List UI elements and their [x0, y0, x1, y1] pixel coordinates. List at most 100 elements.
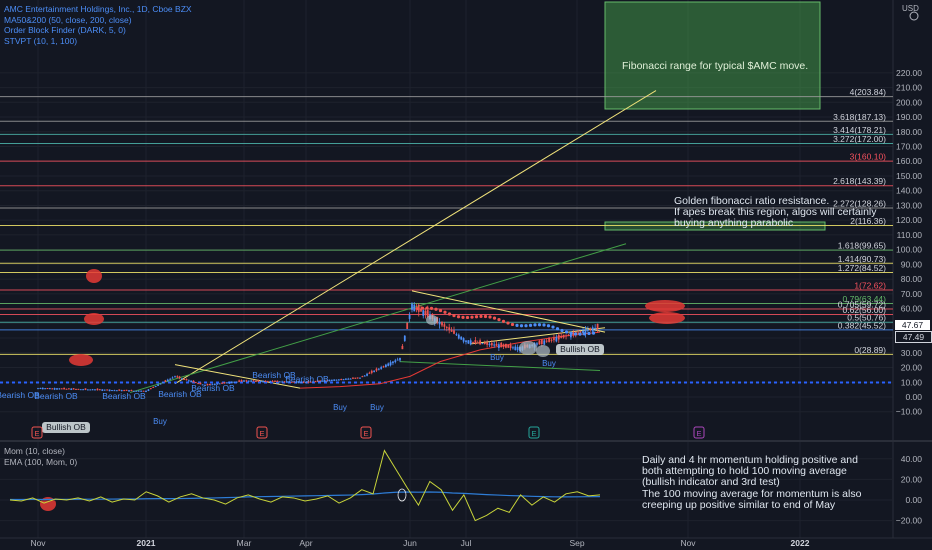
candle-body	[266, 381, 269, 383]
candle-body	[162, 382, 164, 384]
golden-ratio-note[interactable]: Golden fibonacci ratio resistance. If ap…	[674, 196, 932, 229]
candle-body	[340, 379, 343, 381]
candle-body	[181, 378, 183, 380]
time-axis-tick: Nov	[30, 538, 46, 548]
ema-indicator-label[interactable]: EMA (100, Mom, 0)	[4, 456, 78, 467]
price-axis-tick: 0.00	[905, 392, 922, 402]
candle-body	[199, 382, 202, 385]
candle-body	[375, 368, 378, 371]
candle-body	[137, 390, 140, 392]
candle-body	[123, 390, 126, 392]
golden-note-line-3: buying anything parabolic	[674, 217, 794, 229]
candle-body	[72, 388, 75, 390]
candle-body	[82, 389, 85, 391]
candle-body	[302, 381, 305, 383]
highlight-blob	[519, 341, 537, 355]
stvpt-dot	[569, 331, 573, 335]
momentum-circle-mark	[397, 488, 407, 502]
symbol-title[interactable]: AMC Entertainment Holdings, Inc., 1D, Cb…	[4, 4, 192, 14]
bearish-ob-label: Bearish OB	[285, 374, 329, 384]
candle-body	[548, 337, 550, 342]
stvpt-dot	[515, 323, 519, 327]
earnings-marker	[693, 426, 705, 439]
candle-body	[132, 390, 135, 392]
candle-body	[257, 380, 260, 382]
price-axis-tick: 10.00	[901, 377, 923, 387]
fib-level-label: 3.618(187.13)	[833, 112, 886, 122]
stvpt-dot	[488, 315, 492, 319]
candle-body	[41, 387, 44, 390]
stvpt-dot	[420, 306, 425, 310]
highlight-blob	[426, 315, 438, 325]
ma-indicator-label[interactable]: MA50&200 (50, close, 200, close)	[4, 14, 132, 25]
stvpt-dot	[461, 315, 465, 319]
candle-body	[145, 390, 147, 392]
candle-body	[166, 379, 169, 381]
price-axis-tick: 160.00	[896, 156, 922, 166]
settings-gear-icon	[909, 11, 919, 21]
candle-body	[106, 389, 109, 391]
candle-body	[46, 388, 49, 390]
candle-body	[462, 338, 465, 342]
candle-body	[424, 310, 427, 315]
candle-body	[216, 383, 219, 385]
candle-body	[98, 389, 101, 391]
stvpt-dot	[582, 332, 587, 336]
buy-signal-label: Buy	[370, 403, 384, 412]
price-axis-tick: 210.00	[896, 83, 922, 93]
candle-body	[240, 380, 243, 382]
stvpt-dot	[587, 331, 591, 336]
candle-body	[472, 341, 474, 343]
candle-body	[307, 380, 310, 383]
time-axis-tick: Sep	[569, 538, 584, 548]
candle-body	[295, 381, 298, 384]
order-block-indicator-label[interactable]: Order Block Finder (DARK, 5, 0)	[4, 25, 126, 35]
candle-body	[401, 345, 404, 350]
currency-label: USD	[902, 4, 919, 13]
stvpt-dot	[591, 331, 596, 335]
price-axis-tick: 190.00	[896, 112, 922, 122]
candle-body	[319, 380, 321, 382]
price-axis-tick: 220.00	[896, 68, 922, 78]
candle-body	[300, 381, 303, 384]
candle-body	[370, 370, 373, 373]
candle-body	[543, 340, 546, 345]
stvpt-dot	[510, 322, 515, 327]
mom-indicator-label[interactable]: Mom (10, close)	[4, 446, 65, 456]
candle-body	[183, 378, 186, 380]
candle-body	[438, 321, 441, 325]
momentum-note[interactable]: Daily and 4 hr momentum holding positive…	[642, 454, 932, 511]
fib-level-label: 2.618(143.39)	[833, 176, 886, 186]
buy-signal-label: Buy	[153, 417, 167, 426]
fib-level-label: 0.62(56.00)	[843, 305, 887, 315]
stvpt-indicator-label[interactable]: STVPT (10, 1, 100)	[4, 35, 78, 46]
candle-body	[192, 380, 195, 383]
candle-body	[176, 376, 179, 378]
candle-body	[290, 381, 293, 383]
indicator-legend: AMC Entertainment Holdings, Inc., 1D, Cb…	[4, 4, 192, 46]
candle-body	[328, 379, 331, 382]
candle-body	[67, 388, 70, 390]
candle-body	[373, 370, 376, 372]
candle-body	[233, 381, 236, 383]
wedge-lower-line	[469, 327, 606, 345]
earnings-marker-label: E	[34, 429, 39, 438]
candle-body	[115, 390, 118, 392]
candle-body	[540, 339, 543, 345]
candle-body	[60, 388, 63, 390]
time-axis-tick: Jun	[403, 538, 417, 548]
time-axis-tick: 2021	[137, 538, 156, 548]
stvpt-dot	[443, 310, 447, 314]
mom-axis-tick: 0.00	[905, 495, 922, 505]
candle-body	[460, 336, 463, 340]
candle-body	[281, 381, 284, 383]
mom-axis-tick: 40.00	[901, 454, 923, 464]
highlight-blob	[649, 312, 685, 324]
fib-range-note[interactable]: Fibonacci range for typical $AMC move.	[622, 60, 809, 72]
price-axis-tick: 120.00	[896, 215, 922, 225]
stvpt-dot	[578, 332, 582, 336]
stvpt-dot	[497, 318, 501, 322]
stvpt-dot	[528, 323, 533, 327]
stvpt-dot	[429, 306, 434, 310]
